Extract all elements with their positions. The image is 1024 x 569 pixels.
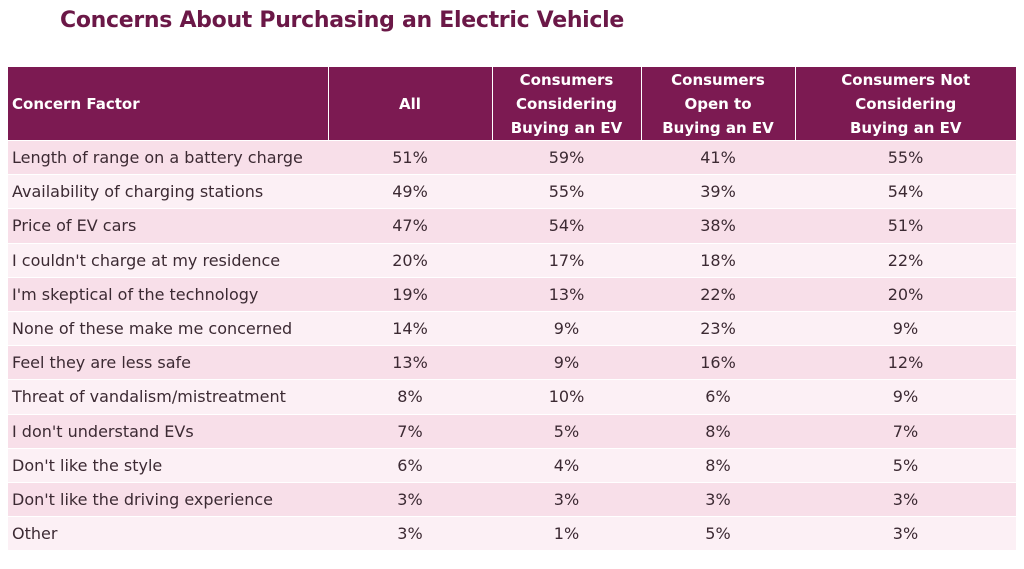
cell-not-considering: 9% xyxy=(795,310,1016,346)
table-row: None of these make me concerned 14% 9% 23% 9… xyxy=(8,310,1016,346)
cell-concern-factor: Availability of charging stations xyxy=(8,174,328,209)
column-header-concern-factor: Concern Factor xyxy=(8,67,329,141)
column-header-label: Concern Factor xyxy=(12,94,140,113)
cell-all: 20% xyxy=(328,242,492,278)
table-body: Length of range on a battery charge 51% 59… xyxy=(8,139,1016,551)
cell-all: 6% xyxy=(328,447,492,483)
cell-considering: 10% xyxy=(492,379,641,414)
cell-concern-factor: Feel they are less safe xyxy=(8,345,328,380)
cell-open-to: 3% xyxy=(641,481,795,517)
cell-concern-factor: Don't like the driving experience xyxy=(8,481,328,517)
table-row: Other 3% 1% 5% 3% xyxy=(8,516,1016,551)
header-row: Concern Factor All Consumers Considering… xyxy=(8,67,1016,141)
cell-open-to: 39% xyxy=(641,174,795,209)
cell-concern-factor: None of these make me concerned xyxy=(8,310,328,346)
column-header-considering: Consumers Considering Buying an EV xyxy=(492,67,642,141)
table-row: Availability of charging stations 49% 55% 3… xyxy=(8,174,1016,209)
cell-considering: 1% xyxy=(492,516,641,551)
cell-all: 14% xyxy=(328,310,492,346)
cell-all: 7% xyxy=(328,413,492,449)
cell-open-to: 16% xyxy=(641,345,795,380)
column-header-open-to: Consumers Open to Buying an EV xyxy=(641,67,796,141)
cell-concern-factor: I don't understand EVs xyxy=(8,413,328,449)
cell-concern-factor: Length of range on a battery charge xyxy=(8,139,328,175)
cell-not-considering: 7% xyxy=(795,413,1016,449)
cell-concern-factor: Don't like the style xyxy=(8,447,328,483)
cell-open-to: 41% xyxy=(641,139,795,175)
table-row: Threat of vandalism/mistreatment 8% 10% 6% 9… xyxy=(8,379,1016,414)
table-header: Concern Factor All Consumers Considering… xyxy=(8,67,1016,141)
cell-not-considering: 9% xyxy=(795,379,1016,414)
cell-not-considering: 54% xyxy=(795,174,1016,209)
cell-concern-factor: I couldn't charge at my residence xyxy=(8,242,328,278)
cell-not-considering: 12% xyxy=(795,345,1016,380)
cell-open-to: 5% xyxy=(641,516,795,551)
cell-considering: 17% xyxy=(492,242,641,278)
table-row: Don't like the style 6% 4% 8% 5% xyxy=(8,447,1016,483)
concerns-table: Concern Factor All Consumers Considering… xyxy=(8,67,1016,551)
cell-not-considering: 3% xyxy=(795,516,1016,551)
cell-considering: 54% xyxy=(492,208,641,244)
cell-not-considering: 51% xyxy=(795,208,1016,244)
cell-concern-factor: Price of EV cars xyxy=(8,208,328,244)
column-header-label: All xyxy=(399,94,421,113)
table-row: I'm skeptical of the technology 19% 13% 22%… xyxy=(8,276,1016,312)
cell-open-to: 22% xyxy=(641,276,795,312)
cell-all: 13% xyxy=(328,345,492,380)
cell-considering: 9% xyxy=(492,345,641,380)
cell-open-to: 8% xyxy=(641,447,795,483)
table-row: Price of EV cars 47% 54% 38% 51% xyxy=(8,208,1016,244)
column-header-all: All xyxy=(328,67,493,141)
cell-considering: 5% xyxy=(492,413,641,449)
column-header-label: Consumers Considering Buying an EV xyxy=(510,70,623,137)
cell-concern-factor: I'm skeptical of the technology xyxy=(8,276,328,312)
table-row: Feel they are less safe 13% 9% 16% 12% xyxy=(8,345,1016,380)
cell-open-to: 8% xyxy=(641,413,795,449)
cell-concern-factor: Threat of vandalism/mistreatment xyxy=(8,379,328,414)
cell-considering: 59% xyxy=(492,139,641,175)
cell-all: 3% xyxy=(328,481,492,517)
table-row: I couldn't charge at my residence 20% 17% 1… xyxy=(8,242,1016,278)
cell-all: 3% xyxy=(328,516,492,551)
cell-considering: 13% xyxy=(492,276,641,312)
cell-not-considering: 3% xyxy=(795,481,1016,517)
table-row: I don't understand EVs 7% 5% 8% 7% xyxy=(8,413,1016,449)
column-header-not-considering: Consumers Not Considering Buying an EV xyxy=(795,67,1016,141)
cell-considering: 3% xyxy=(492,481,641,517)
cell-all: 8% xyxy=(328,379,492,414)
table-row: Don't like the driving experience 3% 3% 3% 3… xyxy=(8,481,1016,517)
cell-not-considering: 55% xyxy=(795,139,1016,175)
cell-not-considering: 22% xyxy=(795,242,1016,278)
cell-all: 19% xyxy=(328,276,492,312)
cell-not-considering: 5% xyxy=(795,447,1016,483)
cell-open-to: 38% xyxy=(641,208,795,244)
cell-considering: 55% xyxy=(492,174,641,209)
cell-all: 51% xyxy=(328,139,492,175)
cell-open-to: 6% xyxy=(641,379,795,414)
cell-all: 47% xyxy=(328,208,492,244)
cell-open-to: 18% xyxy=(641,242,795,278)
cell-all: 49% xyxy=(328,174,492,209)
cell-not-considering: 20% xyxy=(795,276,1016,312)
column-header-label: Consumers Not Considering Buying an EV xyxy=(841,70,971,137)
column-header-label: Consumers Open to Buying an EV xyxy=(662,70,774,137)
cell-considering: 9% xyxy=(492,310,641,346)
cell-open-to: 23% xyxy=(641,310,795,346)
cell-considering: 4% xyxy=(492,447,641,483)
page-title: Concerns About Purchasing an Electric Ve… xyxy=(60,8,625,33)
table-row: Length of range on a battery charge 51% 59… xyxy=(8,139,1016,175)
cell-concern-factor: Other xyxy=(8,516,328,551)
